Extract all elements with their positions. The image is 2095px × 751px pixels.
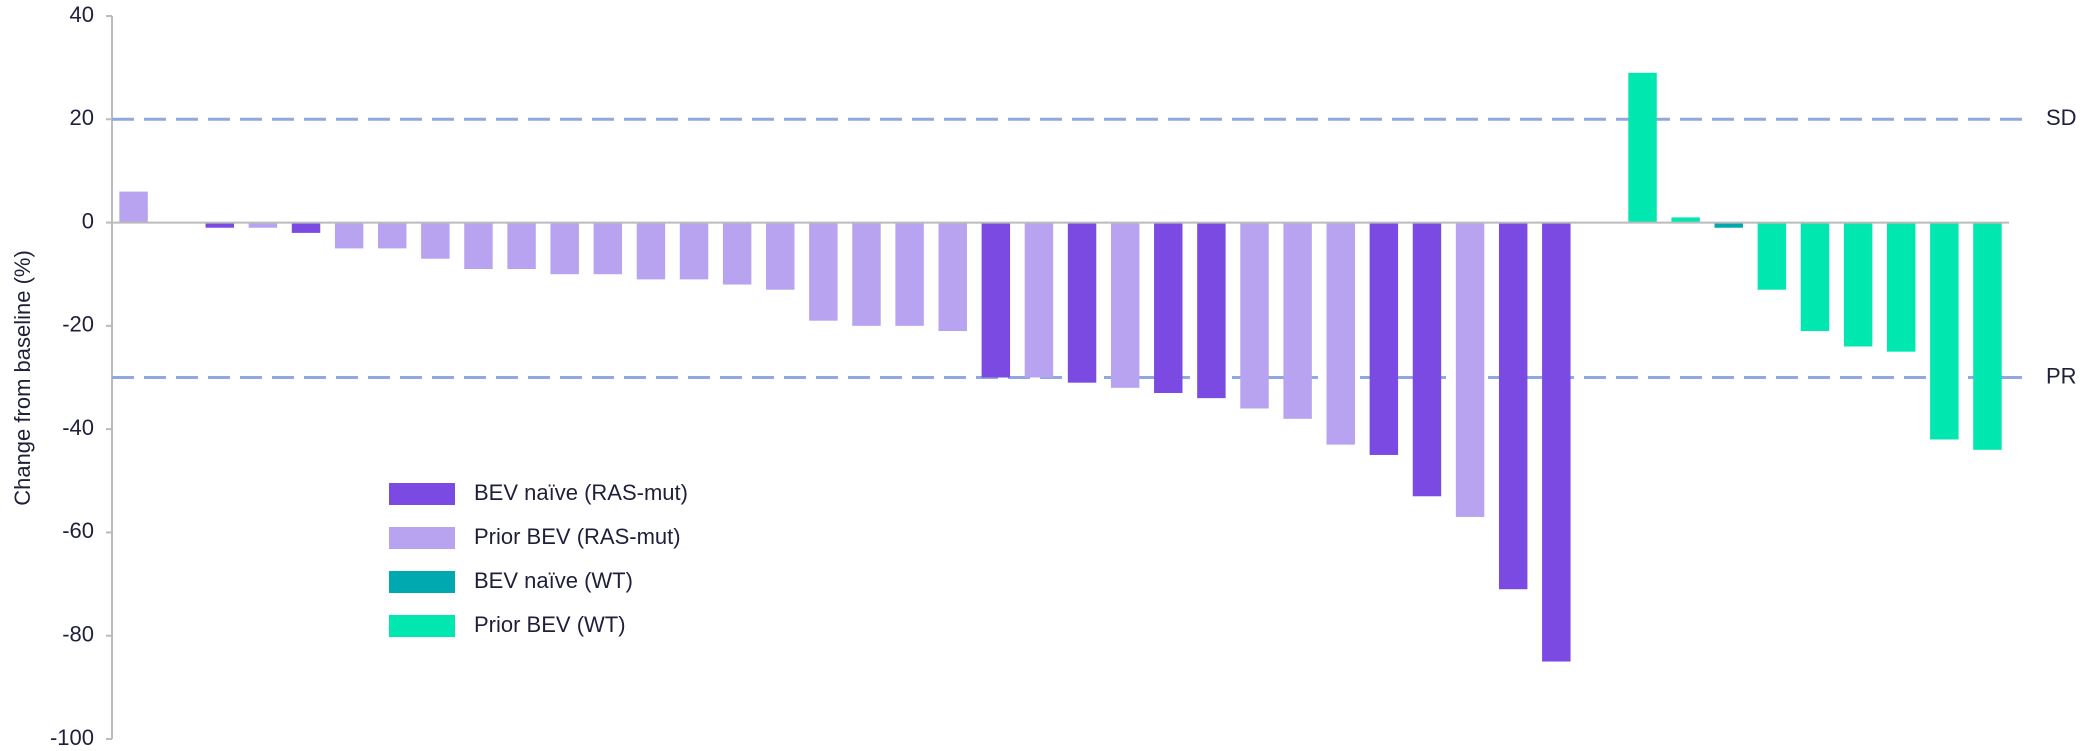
- bar: [766, 222, 795, 290]
- bar: [1498, 222, 1528, 590]
- y-tick-label: -80: [62, 622, 94, 647]
- bar: [895, 222, 924, 326]
- bar: [636, 222, 666, 280]
- bar: [1369, 222, 1399, 455]
- reference-label: SD: [2046, 105, 2077, 130]
- y-tick-label: 40: [70, 2, 94, 27]
- bar: [464, 222, 493, 270]
- bar: [550, 222, 579, 275]
- y-tick-label: 0: [82, 208, 94, 233]
- bar: [291, 222, 321, 233]
- legend-swatch: [389, 483, 455, 505]
- legend-swatch: [389, 615, 455, 637]
- bar: [1455, 222, 1485, 517]
- bar: [1800, 222, 1830, 332]
- legend-label: Prior BEV (RAS-mut): [474, 524, 681, 549]
- bar: [1024, 222, 1054, 378]
- y-tick-label: 20: [70, 105, 94, 130]
- bar: [593, 222, 623, 275]
- bar: [1197, 222, 1226, 399]
- bar: [1886, 222, 1916, 352]
- y-tick-label: -60: [62, 518, 94, 543]
- y-tick-label: -40: [62, 415, 94, 440]
- bar: [1843, 222, 1873, 347]
- bar: [248, 222, 278, 228]
- legend-label: BEV naïve (RAS-mut): [474, 480, 688, 505]
- y-axis-label: Change from baseline (%): [10, 250, 35, 506]
- legend-label: BEV naïve (WT): [474, 568, 633, 593]
- bar: [1757, 222, 1787, 290]
- bar: [119, 191, 148, 223]
- bar: [981, 222, 1011, 378]
- bar: [421, 222, 450, 259]
- bar: [1671, 217, 1700, 223]
- bar: [1930, 222, 1959, 440]
- bar: [1240, 222, 1269, 409]
- bar: [679, 222, 709, 280]
- legend-swatch: [389, 527, 455, 549]
- bar: [1154, 222, 1183, 393]
- y-tick-label: -20: [62, 312, 94, 337]
- bar: [1714, 222, 1743, 228]
- bar: [205, 222, 235, 228]
- bar: [1283, 222, 1312, 419]
- bar: [1110, 222, 1140, 388]
- bar: [1326, 222, 1355, 445]
- bar: [809, 222, 838, 321]
- reference-label: PR: [2046, 363, 2077, 388]
- bar: [852, 222, 881, 326]
- bar: [1542, 222, 1571, 662]
- bar: [1412, 222, 1442, 497]
- legend-swatch: [389, 571, 455, 593]
- bar: [507, 222, 536, 270]
- bar: [938, 222, 967, 332]
- legend-label: Prior BEV (WT): [474, 612, 626, 637]
- bar: [334, 222, 364, 249]
- y-tick-label: -100: [50, 725, 94, 750]
- bar: [1628, 72, 1657, 223]
- bar: [378, 222, 407, 249]
- bar: [1067, 222, 1097, 383]
- bar: [1973, 222, 2002, 450]
- bar: [722, 222, 752, 285]
